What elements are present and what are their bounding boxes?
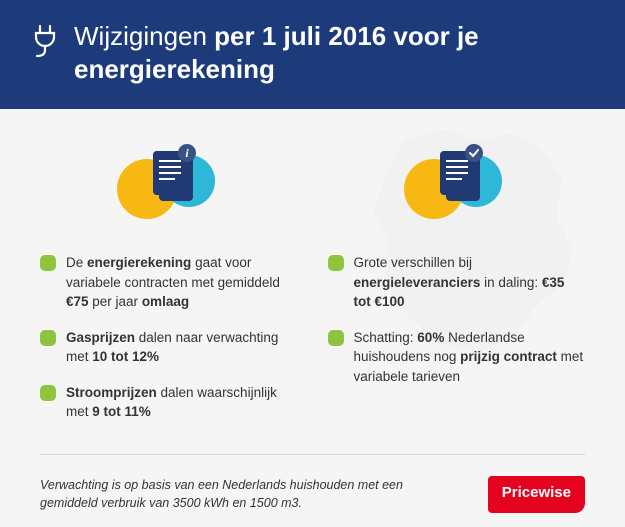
list-item: Gasprijzen dalen naar verwachting met 10… <box>40 328 298 367</box>
icon-cluster-right <box>328 137 586 227</box>
bullet-list-right: Grote verschillen bij energieleverancier… <box>328 253 586 386</box>
content: i De energierekening gaat voor variabele… <box>0 109 625 438</box>
bullet-text: De energierekening gaat voor variabele c… <box>66 253 298 312</box>
footer: Verwachting is op basis van een Nederlan… <box>0 476 625 513</box>
list-item: De energierekening gaat voor variabele c… <box>40 253 298 312</box>
header: Wijzigingen per 1 juli 2016 voor je ener… <box>0 0 625 109</box>
bullet-text: Stroomprijzen dalen waarschijnlijk met 9… <box>66 383 298 422</box>
bullet-icon <box>40 385 56 401</box>
bullet-icon <box>40 330 56 346</box>
bullet-list-left: De energierekening gaat voor variabele c… <box>40 253 298 422</box>
column-right: Grote verschillen bij energieleverancier… <box>328 137 586 438</box>
bullet-text: Grote verschillen bij energieleverancier… <box>354 253 586 312</box>
title-light: Wijzigingen <box>74 21 214 51</box>
bullet-text: Gasprijzen dalen naar verwachting met 10… <box>66 328 298 367</box>
bullet-text: Schatting: 60% Nederlandse huishoudens n… <box>354 328 586 387</box>
icon-cluster-left: i <box>40 137 298 227</box>
divider <box>40 454 585 455</box>
list-item: Stroomprijzen dalen waarschijnlijk met 9… <box>40 383 298 422</box>
bullet-icon <box>328 330 344 346</box>
footnote: Verwachting is op basis van een Nederlan… <box>40 477 460 512</box>
brand-logo: Pricewise <box>488 476 585 513</box>
list-item: Grote verschillen bij energieleverancier… <box>328 253 586 312</box>
column-left: i De energierekening gaat voor variabele… <box>40 137 298 438</box>
bullet-icon <box>40 255 56 271</box>
bullet-icon <box>328 255 344 271</box>
page-title: Wijzigingen per 1 juli 2016 voor je ener… <box>74 20 595 85</box>
list-item: Schatting: 60% Nederlandse huishoudens n… <box>328 328 586 387</box>
plug-icon <box>30 24 62 60</box>
